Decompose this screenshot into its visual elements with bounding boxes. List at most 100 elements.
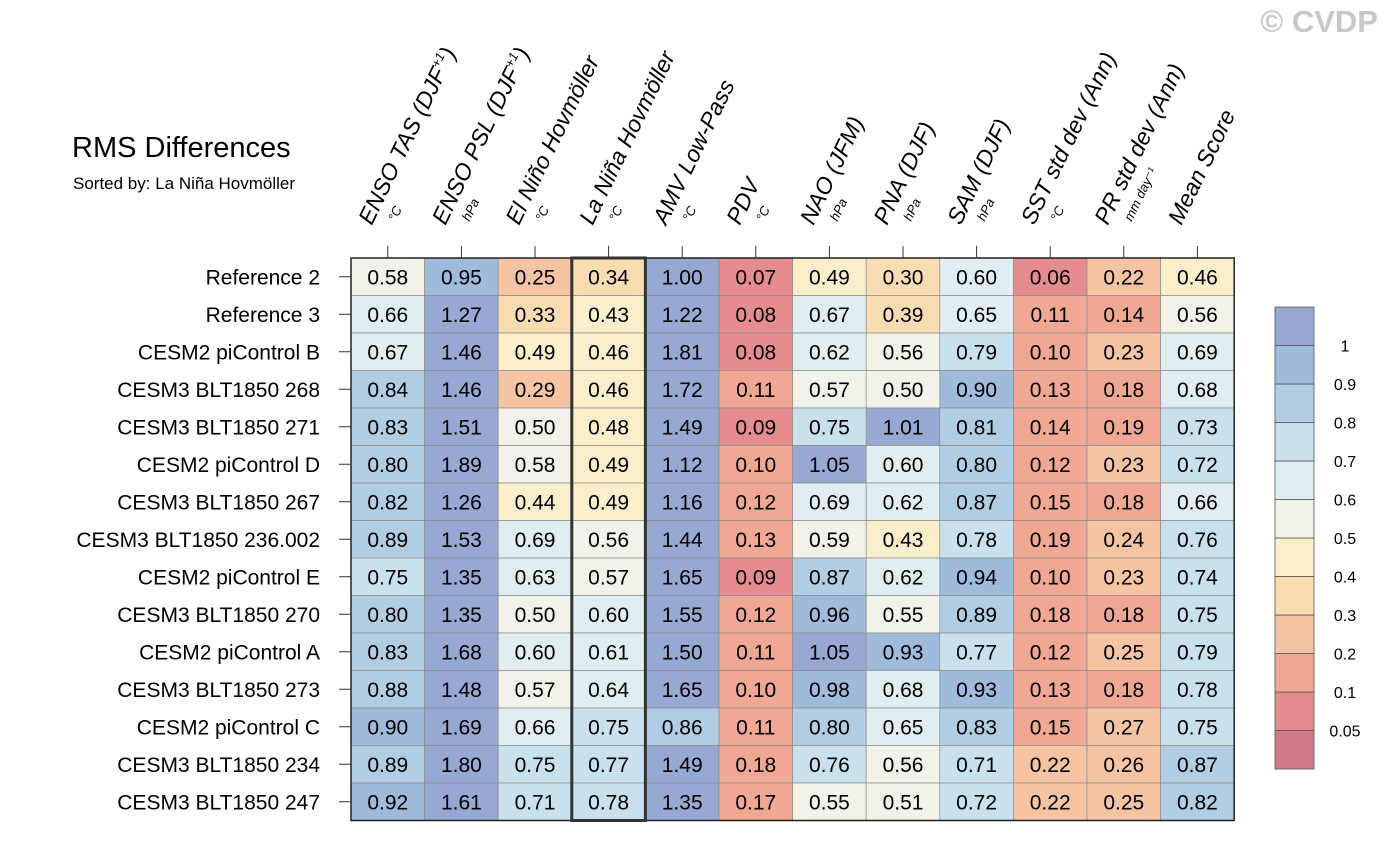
cell-value: 1.12 <box>662 454 703 477</box>
row-label: CESM2 piControl B <box>138 341 320 364</box>
cell-value: 0.50 <box>515 604 556 627</box>
cell-value: 0.61 <box>588 641 629 664</box>
cell-value: 0.62 <box>883 566 924 589</box>
colorbar-box <box>1274 499 1315 539</box>
cell-value: 0.92 <box>367 791 408 814</box>
cell-value: 1.16 <box>662 491 703 514</box>
cell-value: 0.06 <box>1030 266 1071 289</box>
cell-value: 0.67 <box>809 304 850 327</box>
cell-value: 0.13 <box>1030 679 1071 702</box>
cell-value: 1.68 <box>441 641 482 664</box>
heatmap-cell <box>718 670 793 709</box>
cell-value: 0.83 <box>367 416 408 439</box>
colorbar-tick-label: 0.1 <box>1334 685 1356 702</box>
cell-value: 0.72 <box>956 791 997 814</box>
heatmap-cell <box>865 557 941 596</box>
cell-value: 0.78 <box>956 529 997 552</box>
cell-value: 0.29 <box>515 379 556 402</box>
heatmap-cell <box>645 745 720 784</box>
colorbar-box <box>1274 306 1315 346</box>
heatmap-cell <box>865 595 941 634</box>
cell-value: 0.66 <box>367 304 408 327</box>
heatmap-cell <box>865 520 941 559</box>
cell-value: 0.07 <box>735 266 776 289</box>
heatmap-cell <box>1086 482 1161 521</box>
cell-value: 0.22 <box>1103 266 1144 289</box>
heatmap-cell <box>792 332 867 371</box>
cell-value: 0.69 <box>809 491 850 514</box>
heatmap-cell <box>718 407 793 446</box>
heatmap-cell <box>792 295 867 334</box>
colorbar-tick-label: 0.05 <box>1329 724 1360 741</box>
heatmap-cell <box>350 745 425 784</box>
cell-value: 0.82 <box>1177 791 1218 814</box>
heatmap-cell <box>571 482 646 521</box>
cell-value: 0.23 <box>1103 341 1144 364</box>
cell-value: 0.25 <box>1103 641 1144 664</box>
heatmap-cell <box>1160 482 1235 521</box>
heatmap-cell <box>350 482 425 521</box>
cell-value: 0.57 <box>588 566 629 589</box>
heatmap-cell <box>497 707 573 746</box>
heatmap-cell <box>571 370 646 409</box>
cell-value: 1.69 <box>441 716 482 739</box>
cell-value: 0.18 <box>1103 679 1144 702</box>
cell-value: 0.08 <box>735 304 776 327</box>
heatmap-cell <box>1086 707 1161 746</box>
heatmap-cell <box>424 482 499 521</box>
cell-value: 0.19 <box>1103 416 1144 439</box>
cell-value: 0.24 <box>1103 529 1144 552</box>
cell-value: 0.71 <box>515 791 556 814</box>
cell-value: 0.11 <box>736 716 775 739</box>
colorbar-tick-label: 1 <box>1341 339 1350 356</box>
heatmap-cell <box>350 632 425 671</box>
cell-value: 0.25 <box>1103 791 1144 814</box>
heatmap-cell <box>424 595 499 634</box>
cell-value: 0.89 <box>367 529 408 552</box>
cell-value: 0.71 <box>956 754 997 777</box>
colorbar-box <box>1274 691 1315 731</box>
heatmap-cell <box>350 407 425 446</box>
heatmap-cell <box>939 557 1014 596</box>
row-label: Reference 3 <box>206 304 320 327</box>
row-label: CESM2 piControl E <box>138 566 320 589</box>
cell-value: 0.75 <box>515 754 556 777</box>
cell-value: 0.18 <box>1103 379 1144 402</box>
cell-value: 0.95 <box>441 266 482 289</box>
heatmap-cell <box>1086 295 1161 334</box>
row-label: CESM3 BLT1850 236.002 <box>76 529 320 552</box>
heatmap-cell <box>939 632 1014 671</box>
cell-value: 0.46 <box>588 379 629 402</box>
heatmap-cell <box>571 595 646 634</box>
row-label: CESM3 BLT1850 247 <box>117 791 320 814</box>
cell-value: 0.56 <box>588 529 629 552</box>
heatmap-cell <box>1160 595 1235 634</box>
row-label: Reference 2 <box>206 266 320 289</box>
cell-value: 0.55 <box>883 604 924 627</box>
heatmap-cell <box>1013 445 1088 484</box>
heatmap-cell <box>865 295 941 334</box>
cell-value: 1.35 <box>441 566 482 589</box>
colorbar-tick-label: 0.6 <box>1334 493 1356 510</box>
cell-value: 0.57 <box>809 379 850 402</box>
cell-value: 1.00 <box>662 266 703 289</box>
cell-value: 0.65 <box>883 716 924 739</box>
cell-value: 0.83 <box>956 716 997 739</box>
heatmap-cell <box>1013 520 1088 559</box>
colorbar: 0.05 0.1 0.2 0.3 0.4 0.5 0.6 0.7 0.8 0.9 1 <box>1274 306 1361 770</box>
heatmap-cell <box>1086 520 1161 559</box>
heatmap-cell <box>939 482 1014 521</box>
cell-value: 0.79 <box>956 341 997 364</box>
heatmap-cell <box>571 557 646 596</box>
heatmap-cell <box>718 257 793 296</box>
heatmap-cell <box>1013 257 1088 296</box>
heatmap-cell <box>497 482 573 521</box>
chart-subtitle: Sorted by: La Niña Hovmöller <box>73 174 295 193</box>
cell-value: 0.49 <box>515 341 556 364</box>
cell-value: 1.46 <box>441 341 482 364</box>
cell-value: 0.57 <box>515 679 556 702</box>
heatmap-cell <box>792 707 867 746</box>
cell-value: 0.64 <box>588 679 629 702</box>
row-labels: Reference 2 Reference 3 CESM2 piControl B C… <box>76 266 351 814</box>
cell-value: 0.75 <box>1177 716 1218 739</box>
